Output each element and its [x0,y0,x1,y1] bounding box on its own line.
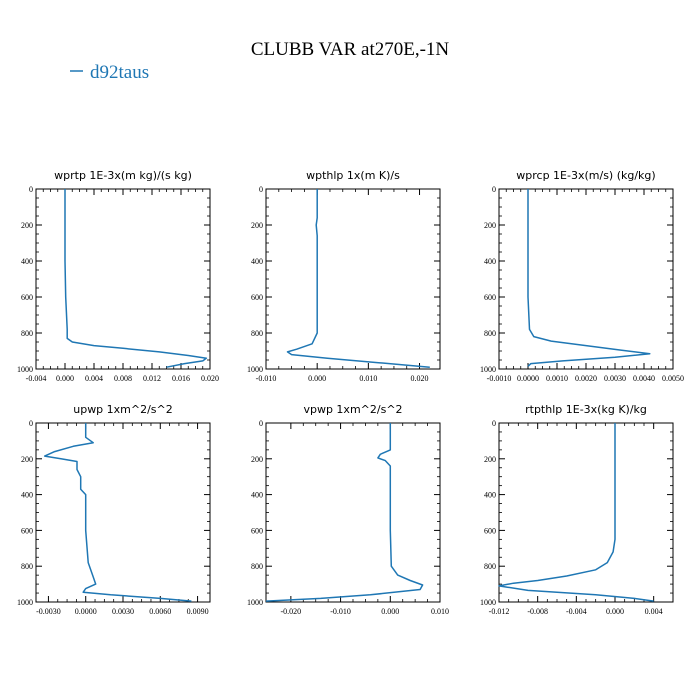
x-tick-label: -0.004 [26,374,47,383]
y-tick-label: 800 [484,329,496,338]
series-line-d92taus [498,423,654,602]
y-tick-label: 200 [251,455,263,464]
x-tick-label: 0.010 [359,374,377,383]
x-tick-label: 0.012 [143,374,161,383]
x-tick-label: -0.012 [489,607,510,616]
x-tick-label: -0.020 [281,607,302,616]
y-tick-label: 200 [484,221,496,230]
x-tick-label: 0.010 [431,607,449,616]
x-tick-label: 0.0060 [149,607,171,616]
series-line-d92taus [527,189,651,367]
x-tick-label: 0.004 [645,607,663,616]
plot-frame [265,188,441,370]
x-tick-label: 0.000 [606,607,624,616]
y-tick-label: 200 [484,455,496,464]
y-tick-label: 400 [21,257,33,266]
subplot-3: wprcp 1E-3x(m/s) (kg/kg) -0.0010 0.0000 0.0… [480,169,684,383]
series-line-d92taus [265,423,424,602]
y-tick-label: 1000 [247,598,263,607]
y-tick-label: 1000 [17,365,33,374]
y-tick-label: 1000 [480,365,496,374]
x-tick-label: 0.0000 [75,607,97,616]
x-tick-label: 0.0020 [575,374,597,383]
subplot-2: wpthlp 1x(m K)/s -0.010 0.000 0.010 0.020 0 20… [247,169,441,383]
x-tick-label: 0.020 [201,374,219,383]
y-tick-label: 800 [484,562,496,571]
y-tick-label: 800 [21,329,33,338]
y-tick-label: 200 [251,221,263,230]
subplot-5: vpwp 1xm^2/s^2 -0.020 -0.010 0.000 0.010 0 200… [247,403,449,616]
subplot-title: upwp 1xm^2/s^2 [73,403,173,416]
x-tick-label: 0.0040 [633,374,655,383]
series-line-d92taus [64,189,208,368]
y-tick-label: 600 [251,526,263,535]
y-tick-label: 800 [251,562,263,571]
x-tick-label: 0.0010 [546,374,568,383]
y-tick-label: 0 [492,419,496,428]
y-tick-label: 0 [29,419,33,428]
plot-frame [265,422,441,603]
subplot-1: wprtp 1E-3x(m kg)/(s kg) -0.004 0.000 0.004… [17,169,219,383]
x-tick-label: 0.0030 [112,607,134,616]
x-tick-label: 0.020 [411,374,429,383]
x-tick-label: 0.0000 [517,374,539,383]
x-tick-label: 0.0030 [604,374,626,383]
y-tick-label: 800 [251,329,263,338]
x-tick-label: 0.000 [308,374,326,383]
x-tick-label: 0.008 [114,374,132,383]
x-tick-label: -0.008 [527,607,548,616]
y-tick-label: 200 [21,455,33,464]
y-tick-label: 400 [251,491,263,500]
series-line-d92taus [43,423,192,602]
subplot-title: wprcp 1E-3x(m/s) (kg/kg) [516,169,655,182]
y-tick-label: 1000 [17,598,33,607]
subplot-6: rtpthlp 1E-3x(kg K)/kg -0.012 -0.008 -0.004… [480,403,674,616]
y-tick-label: 0 [259,185,263,194]
x-tick-label: 0.004 [85,374,103,383]
plot-frame [35,188,211,370]
y-tick-label: 600 [484,293,496,302]
x-tick-label: -0.004 [566,607,587,616]
legend: d92taus [70,62,149,83]
y-tick-label: 1000 [480,598,496,607]
y-tick-label: 0 [29,185,33,194]
subplot-title: rtpthlp 1E-3x(kg K)/kg [525,403,647,416]
subplot-4: upwp 1xm^2/s^2 -0.0030 0.0000 0.0030 0.0060 0… [17,403,211,616]
y-tick-label: 0 [492,185,496,194]
x-tick-label: 0.0050 [662,374,684,383]
y-tick-label: 200 [21,221,33,230]
y-tick-label: 400 [21,491,33,500]
y-tick-label: 400 [484,257,496,266]
y-tick-label: 600 [251,293,263,302]
x-tick-label: 0.000 [56,374,74,383]
y-tick-label: 600 [484,526,496,535]
x-tick-label: -0.0010 [487,374,512,383]
x-tick-label: 0.0090 [187,607,209,616]
y-tick-label: 1000 [247,365,263,374]
y-tick-label: 400 [484,491,496,500]
subplot-title: vpwp 1xm^2/s^2 [303,403,402,416]
x-tick-label: -0.010 [256,374,277,383]
x-tick-label: -0.0030 [36,607,61,616]
figure-title: CLUBB VAR at270E,-1N [251,39,450,60]
x-tick-label: 0.000 [381,607,399,616]
plot-frame [498,422,674,603]
y-tick-label: 0 [259,419,263,428]
plot-frame [498,188,674,370]
x-tick-label: -0.010 [330,607,351,616]
x-tick-label: 0.016 [172,374,190,383]
y-tick-label: 600 [21,293,33,302]
series-line-d92taus [286,189,430,368]
subplot-title: wpthlp 1x(m K)/s [306,169,400,182]
y-tick-label: 400 [251,257,263,266]
legend-label: d92taus [90,62,149,83]
subplot-grid: wprtp 1E-3x(m kg)/(s kg) -0.004 0.000 0.004… [17,169,684,616]
subplot-title: wprtp 1E-3x(m kg)/(s kg) [54,169,192,182]
y-tick-label: 600 [21,526,33,535]
y-tick-label: 800 [21,562,33,571]
